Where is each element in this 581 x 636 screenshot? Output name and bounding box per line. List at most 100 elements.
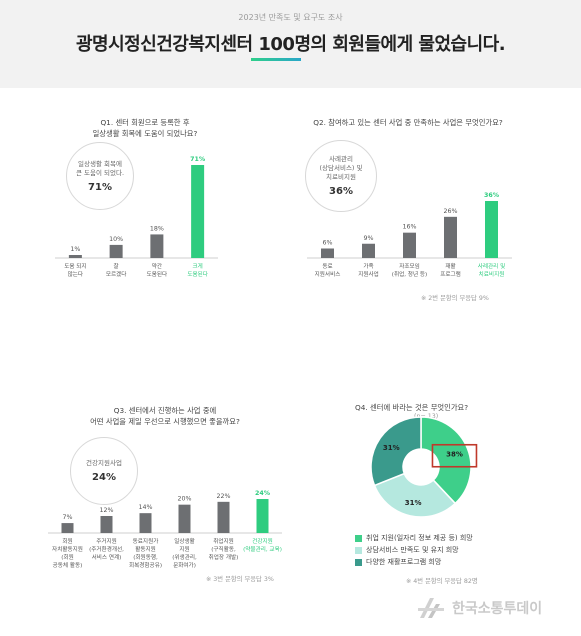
q3-category-label-5-1: 취업지원 bbox=[213, 537, 234, 545]
q3-category-label-1-1: 회원 bbox=[62, 537, 72, 545]
q1-question: Q1. 센터 회원으로 등록한 후 일상생활 회복에 도움이 되었나요? bbox=[50, 117, 240, 139]
q3-bar-2 bbox=[100, 516, 113, 533]
legend-label-rehab: 다양한 재활프로그램 희망 bbox=[366, 558, 442, 566]
q2-highlight-label-1: 사례관리 bbox=[329, 155, 353, 163]
q3-category-label-3-1: 동료지원가 bbox=[133, 537, 159, 545]
q3-category-label-4-4: 문화여가) bbox=[173, 561, 196, 569]
q2-question-line-1: Q2. 참여하고 있는 센터 사업 중 만족하는 사업은 무엇인가요? bbox=[313, 118, 503, 127]
q1-value-label-1: 1% bbox=[70, 246, 80, 253]
q3-category-label-3-4: 회복경험공유) bbox=[129, 561, 162, 569]
q3-category-label-3-2: 활동지원 bbox=[135, 545, 156, 553]
legend-swatch-rehab bbox=[355, 559, 362, 566]
q4-slice-2 bbox=[373, 472, 457, 518]
q2-value-label-5: 36% bbox=[484, 192, 500, 199]
q3-category-label-4-3: (위생관리, bbox=[172, 553, 197, 561]
q3-category-label-3-3: (회원동행, bbox=[133, 553, 158, 561]
q4-highlight-box bbox=[431, 443, 478, 468]
q1-highlight-circle: 일상생활 회복에 큰 도움이 되었다. 71% bbox=[66, 142, 134, 210]
q3-highlight-value: 24% bbox=[92, 472, 116, 483]
q4-slice-label-3: 31% bbox=[383, 444, 400, 452]
q4-slice-1 bbox=[420, 416, 472, 505]
q2-category-label-2-1: 가족 bbox=[363, 262, 373, 270]
q3-value-label-5: 22% bbox=[217, 493, 231, 500]
q3-value-label-1: 7% bbox=[63, 514, 73, 521]
q4-note: ※ 4번 문항의 무응답 82명 bbox=[406, 578, 478, 585]
q2-note: ※ 2번 문항의 무응답 9% bbox=[421, 295, 489, 302]
q2-category-label-4-1: 재활 bbox=[445, 262, 455, 270]
q3-category-label-6-1: 건강지원 bbox=[252, 537, 273, 545]
survey-subtitle: 2023년 만족도 및 요구도 조사 bbox=[238, 13, 343, 22]
q2-question: Q2. 참여하고 있는 센터 사업 중 만족하는 사업은 무엇인가요? bbox=[298, 117, 518, 128]
brand-logo-icon bbox=[418, 598, 444, 618]
q3-bar-3 bbox=[139, 513, 152, 533]
q3-category-label-1-2: 자치활동지원 bbox=[52, 545, 83, 553]
q2-bar-4 bbox=[444, 216, 457, 258]
q1-bar-4 bbox=[191, 165, 205, 258]
q3-value-label-6: 24% bbox=[255, 490, 271, 497]
q3-category-label-1-4: 공동체 활동) bbox=[53, 561, 83, 569]
legend-swatch-counseling bbox=[355, 547, 362, 554]
q3-category-label-2-1: 주거지원 bbox=[96, 537, 117, 545]
q3-bar-4 bbox=[178, 504, 191, 533]
title-underline bbox=[251, 58, 301, 61]
q3-category-label-2-3: 서비스 연계) bbox=[92, 553, 122, 561]
q3-category-label-4-1: 일상생활 bbox=[174, 537, 195, 545]
q3-category-label-4-2: 지원 bbox=[179, 545, 189, 553]
q2-category-label-3-1: 자조모임 bbox=[399, 262, 420, 270]
q2-highlight-value: 36% bbox=[329, 186, 353, 197]
q1-bar-1 bbox=[68, 255, 82, 258]
q3-category-label-5-2: (구직활동, bbox=[211, 545, 236, 553]
q3-question-line-2: 어떤 사업을 제일 우선으로 시행했으면 좋을까요? bbox=[90, 417, 240, 426]
page-title: 광명시정신건강복지센터 100명의 회원들에게 물었습니다. bbox=[75, 34, 506, 55]
q1-question-line-1: Q1. 센터 회원으로 등록한 후 bbox=[100, 118, 190, 127]
q3-value-label-2: 12% bbox=[100, 507, 114, 514]
q2-category-label-4-2: 프로그램 bbox=[440, 271, 461, 278]
q2-category-label-2-2: 지원사업 bbox=[358, 270, 379, 278]
q1-category-label-3-2: 도움된다 bbox=[147, 270, 168, 278]
q3-bar-5 bbox=[217, 501, 230, 533]
q3-highlight-label-1: 건강지원사업 bbox=[86, 459, 122, 467]
q3-category-label-5-3: 취업장 개발) bbox=[209, 553, 239, 561]
q1-question-line-2: 일상생활 회복에 도움이 되었나요? bbox=[92, 129, 198, 138]
q4-slice-label-2: 31% bbox=[405, 499, 422, 507]
q1-category-label-4-1: 크게 bbox=[192, 262, 202, 270]
q1-category-label-3-1: 약간 bbox=[152, 262, 162, 270]
q2-value-label-2: 9% bbox=[364, 235, 374, 242]
q3-value-label-4: 20% bbox=[178, 496, 192, 503]
q3-category-label-6-2: (약물관리, 교육) bbox=[243, 545, 282, 553]
q1-bar-3 bbox=[150, 234, 164, 258]
q2-category-label-1-1: 동료 bbox=[322, 263, 332, 270]
q1-value-label-2: 10% bbox=[109, 236, 123, 243]
q4-question: Q4. 센터에 바라는 것은 무엇인가요? bbox=[355, 403, 469, 412]
q2-value-label-4: 26% bbox=[444, 208, 458, 215]
q2-value-label-1: 6% bbox=[323, 240, 333, 247]
q2-bar-1 bbox=[321, 248, 334, 258]
legend-swatch-job bbox=[355, 535, 362, 542]
q1-category-label-1-2: 않는다 bbox=[68, 270, 83, 278]
q4-slice-3 bbox=[370, 416, 422, 487]
q3-bar-6 bbox=[256, 499, 269, 533]
q3-highlight-circle: 건강지원사업 24% bbox=[70, 437, 138, 505]
q2-category-label-5-1: 사례관리 및 bbox=[478, 262, 506, 270]
q2-highlight-circle: 사례관리 (상담서비스) 및 치료비지원 36% bbox=[305, 140, 377, 212]
q2-bar-5 bbox=[485, 201, 498, 258]
q3-question-line-1: Q3. 센터에서 진행하는 사업 중에 bbox=[113, 406, 217, 415]
q1-highlight-label-1: 일상생활 회복에 bbox=[78, 159, 122, 168]
q3-category-label-2-2: (주거환경개선, bbox=[89, 545, 124, 553]
q3-bar-1 bbox=[61, 523, 74, 533]
q2-category-label-3-2: (취업, 청년 등) bbox=[392, 270, 427, 278]
q3-question: Q3. 센터에서 진행하는 사업 중에 어떤 사업을 제일 우선으로 시행했으면… bbox=[40, 405, 290, 427]
q1-bar-2 bbox=[109, 244, 123, 258]
q1-value-label-4: 71% bbox=[190, 156, 206, 163]
legend-label-counseling: 상담서비스 만족도 및 유지 희망 bbox=[366, 546, 459, 554]
legend-label-job: 취업 지원(일자리 정보 제공 등) 희망 bbox=[366, 534, 473, 542]
q1-category-label-4-2: 도움된다 bbox=[187, 270, 208, 278]
q3-category-label-1-3: (회원 bbox=[61, 553, 73, 561]
q2-category-label-1-2: 지원서비스 bbox=[315, 270, 341, 278]
q3-value-label-3: 14% bbox=[139, 504, 153, 511]
q2-value-label-3: 16% bbox=[403, 224, 417, 231]
q1-value-label-3: 18% bbox=[150, 225, 164, 232]
q2-bar-3 bbox=[403, 232, 416, 258]
q2-highlight-label-2: (상담서비스) 및 bbox=[319, 164, 363, 172]
